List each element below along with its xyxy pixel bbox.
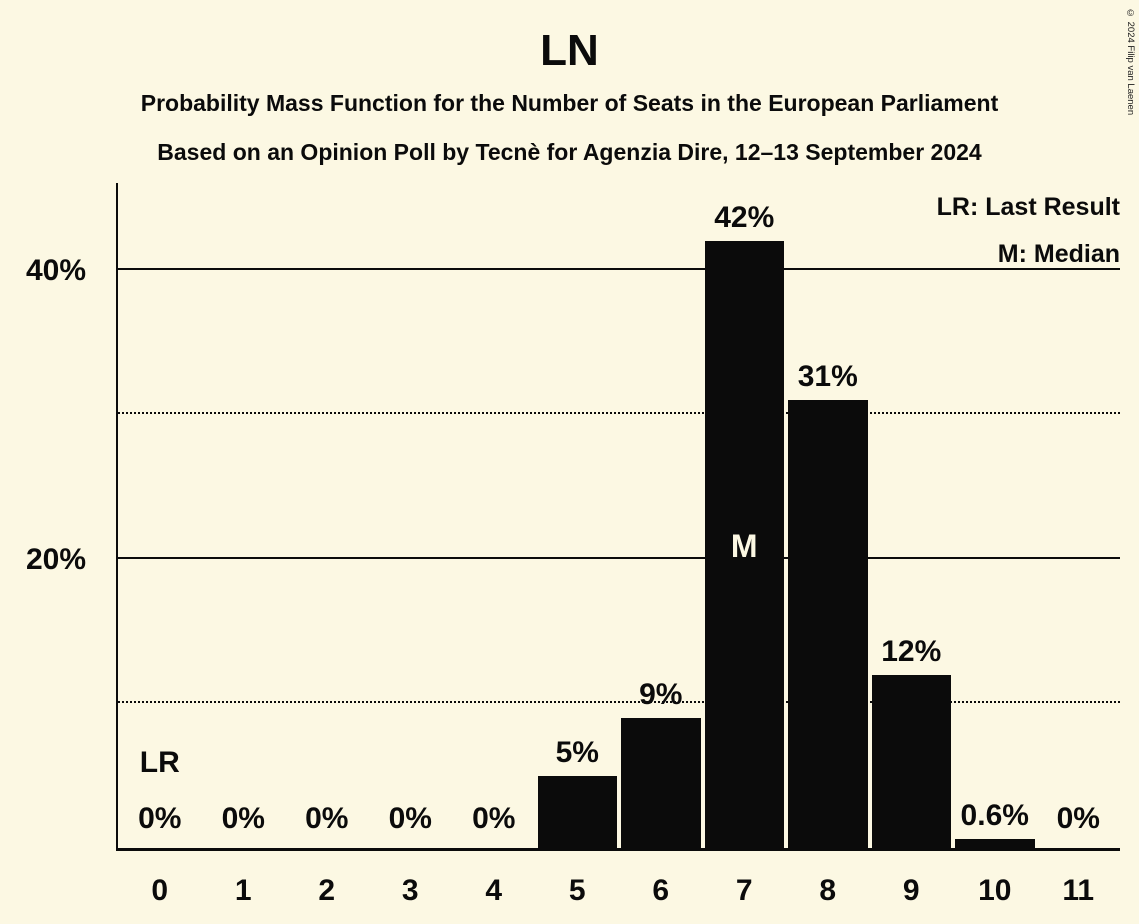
legend-median: M: Median — [997, 240, 1120, 268]
gridline-dotted-10pct — [118, 701, 1120, 704]
bar-value-label-5: 5% — [555, 736, 599, 769]
x-axis-tick-label-4: 4 — [485, 874, 503, 907]
y-axis — [116, 183, 118, 851]
gridline-dotted-30pct — [118, 412, 1120, 415]
legend-last-result: LR: Last Result — [936, 193, 1120, 221]
bar-value-label-4: 0% — [472, 802, 516, 835]
bar-value-label-11: 0% — [1056, 802, 1100, 835]
bar-value-label-9: 12% — [881, 635, 942, 668]
x-axis-tick-label-11: 11 — [1062, 874, 1095, 907]
bar-seats-9 — [871, 675, 951, 848]
chart-subtitle-line1: Probability Mass Function for the Number… — [140, 90, 999, 116]
y-axis-tick-label-40%: 40% — [26, 253, 87, 287]
x-axis-tick-label-9: 9 — [902, 874, 920, 907]
bar-value-label-3: 0% — [388, 802, 432, 835]
bar-value-label-7: 42% — [714, 201, 775, 234]
bar-seats-8 — [788, 400, 868, 848]
chart-subtitle-line2: Based on an Opinion Poll by Tecnè for Ag… — [157, 139, 982, 165]
x-axis-tick-label-10: 10 — [978, 874, 1012, 907]
gridline-solid-20pct — [118, 556, 1120, 559]
median-marker: M — [730, 528, 758, 564]
y-axis-tick-label-20%: 20% — [26, 542, 87, 576]
bar-seats-10 — [955, 839, 1035, 848]
bar-seats-5 — [537, 776, 617, 848]
x-axis-tick-label-5: 5 — [568, 874, 586, 907]
x-axis-tick-label-7: 7 — [735, 874, 753, 907]
bar-seats-7 — [704, 241, 784, 848]
x-axis — [116, 848, 1120, 851]
x-axis-tick-label-2: 2 — [318, 874, 336, 907]
bar-value-label-2: 0% — [305, 802, 349, 835]
chart-title: LN — [540, 26, 599, 75]
bar-value-label-1: 0% — [221, 802, 265, 835]
x-axis-tick-label-8: 8 — [819, 874, 837, 907]
gridline-solid-40pct — [118, 267, 1120, 270]
x-axis-tick-label-1: 1 — [234, 874, 252, 907]
last-result-marker: LR — [139, 746, 180, 779]
chart-legend: LR: Last Result M: Median — [937, 184, 1120, 278]
x-axis-tick-label-3: 3 — [401, 874, 419, 907]
bar-value-label-0: 0% — [138, 802, 182, 835]
copyright-notice: © 2024 Filip van Laenen — [1125, 8, 1136, 116]
bar-value-label-10: 0.6% — [960, 799, 1029, 832]
x-axis-tick-label-6: 6 — [652, 874, 670, 907]
plot-area: LR: Last Result M: Median 20% 40% 0% 0 LR 0% 1… — [26, 183, 1120, 907]
bar-value-label-6: 9% — [639, 678, 683, 711]
bar-seats-6 — [621, 718, 701, 848]
bar-value-label-8: 31% — [797, 360, 858, 393]
x-axis-tick-label-0: 0 — [151, 874, 169, 907]
